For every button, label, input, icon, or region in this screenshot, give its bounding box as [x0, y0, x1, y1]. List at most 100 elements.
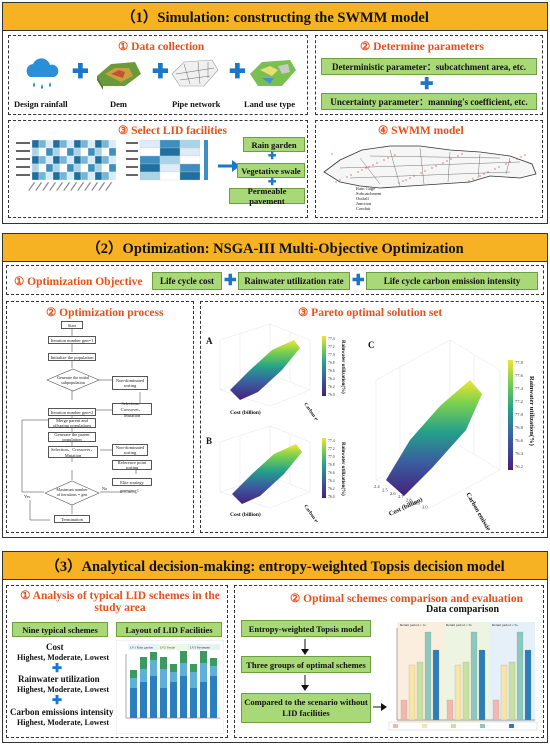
swmm-network-map	[323, 145, 537, 189]
tick-label: 76.0	[328, 495, 335, 499]
heatmap-row-label	[16, 150, 30, 152]
heatmap-col-label	[77, 182, 84, 191]
section-optimization: （2）Optimization: NSGA-III Multi-Objectiv…	[2, 233, 548, 538]
layout-bar-segment	[160, 657, 167, 669]
flow-gen2: Iteration number gen=2	[48, 408, 96, 416]
map-junction	[472, 178, 474, 180]
comparison-legend-swatch	[422, 724, 427, 728]
map-conduit	[477, 153, 481, 179]
map-junction	[339, 179, 341, 181]
analysis-panel	[6, 585, 228, 738]
map-junction	[372, 164, 374, 166]
comparison-bar	[454, 664, 462, 721]
map-junction	[487, 171, 489, 173]
pareto-panel	[200, 301, 544, 533]
lid-matrix-table	[126, 139, 208, 181]
flow-elite: Elite strategy	[112, 478, 152, 486]
map-junction	[435, 165, 437, 167]
map-conduit	[359, 157, 381, 185]
map-junction	[457, 155, 459, 157]
tick-label: 2.7	[398, 494, 404, 499]
arrow-right-icon	[218, 160, 240, 172]
data-comparison-label: Data comparison	[426, 604, 500, 615]
layout-stacked-bar-chart: LV1 Rain garden LV2 Swale LV3 Pavement	[116, 640, 224, 734]
layout-bar-segment	[130, 670, 137, 678]
comparison-bar	[508, 661, 516, 721]
plus-icon: ✚	[152, 61, 169, 83]
tick-label: 77.2	[328, 447, 335, 451]
flow-nondom2: Non-dominated sorting	[112, 444, 148, 456]
flow-nondom: Non-dominated sorting	[112, 376, 148, 390]
layout-bar-segment	[150, 652, 157, 660]
matrix-colorbar	[204, 140, 208, 180]
section-simulation: （1）Simulation: constructing the SWMM mod…	[2, 2, 548, 224]
plot-a-ylabel: Carbon emission	[302, 402, 327, 420]
map-junction	[479, 175, 481, 177]
layout-bar-segment	[130, 678, 137, 688]
tick-label: 76.2	[515, 464, 523, 469]
permeable-pavement-box: Permeable pavement	[229, 186, 305, 206]
design-rainfall-label: Design rainfall	[14, 99, 68, 109]
map-junction	[394, 154, 396, 156]
three-groups-box: Three groups of optimal schemes	[241, 656, 371, 673]
plus-icon: ✚	[72, 61, 89, 83]
carbon-levels: Highest, Moderate, Lowest	[17, 718, 109, 727]
legend-junction: Junction	[356, 201, 372, 206]
layout-bar-segment	[190, 664, 197, 672]
plus-icon: ✚	[268, 151, 277, 162]
map-junction	[346, 176, 348, 178]
data-collection-panel	[8, 35, 308, 115]
tick-label: 2.9	[414, 501, 420, 506]
map-junction	[357, 171, 359, 173]
layout-bar-segment	[140, 682, 147, 718]
matrix-row-label	[126, 158, 138, 160]
comparison-bar	[478, 649, 486, 721]
tick-label: 76.8	[515, 425, 524, 430]
rp-3a: Return period = 3a	[446, 623, 472, 627]
comparison-title: ② Optimal schemes comparison and evaluat…	[290, 593, 523, 605]
map-junction	[368, 166, 370, 168]
map-junction	[361, 169, 363, 171]
data-collection-title: ① Data collection	[118, 41, 205, 53]
tick-label: 2.4	[374, 484, 380, 489]
flow-gen-plus: gen=gen+1	[120, 488, 139, 493]
rp-1a: Return period = 1a	[400, 623, 426, 627]
tick-label: 77.2	[515, 399, 523, 404]
plus-icon: ✚	[229, 61, 246, 83]
plot-a-xlabel: Cost (billion)	[230, 409, 261, 416]
layout-bar-segment	[170, 664, 177, 672]
map-junction	[365, 167, 367, 169]
land-use-label: Land use type	[244, 99, 296, 109]
map-conduit	[339, 161, 521, 169]
map-junction	[442, 162, 444, 164]
map-conduit	[447, 151, 451, 183]
objective-carbon-emission: Life cycle carbon emission intensity	[366, 272, 538, 290]
flow-ref: Reference point sorting	[112, 460, 152, 470]
layout-bar-segment	[140, 669, 147, 682]
arrow-down-icon	[301, 639, 309, 655]
pareto-plot-c: Cost (billion) Carbon emission Rainwater…	[374, 339, 535, 530]
legend-rain-gage: Rain Gage	[356, 186, 376, 191]
analysis-title-text: ① Analysis of typical LID schemes in the…	[20, 590, 220, 614]
heatmap-col-label	[28, 182, 35, 191]
heatmap-row-label	[16, 174, 30, 176]
comparison-bar	[408, 664, 416, 721]
plus-icon: ✚	[224, 273, 237, 289]
heatmap-col-label	[84, 182, 91, 191]
flow-gen1: Iteration number gen=1	[48, 336, 96, 344]
determine-parameters-title: ② Determine parameters	[360, 41, 484, 53]
tick-label: 77.0	[328, 455, 335, 459]
section-decision: （3）Analytical decision-making: entropy-w…	[2, 551, 548, 743]
comparison-bar	[470, 631, 478, 721]
tick-label: 76.6	[328, 471, 335, 475]
heatmap-col-label	[63, 182, 70, 191]
select-lid-panel	[8, 120, 308, 218]
optimization-process-title: ② Optimization process	[46, 307, 164, 319]
layout-bar-segment	[190, 688, 197, 718]
heatmap-col-label	[49, 182, 56, 191]
map-junction	[383, 159, 385, 161]
comparison-legend-swatch	[480, 724, 485, 728]
map-junction	[402, 180, 404, 182]
section-title: （1）Simulation: constructing the SWMM mod…	[3, 3, 547, 31]
